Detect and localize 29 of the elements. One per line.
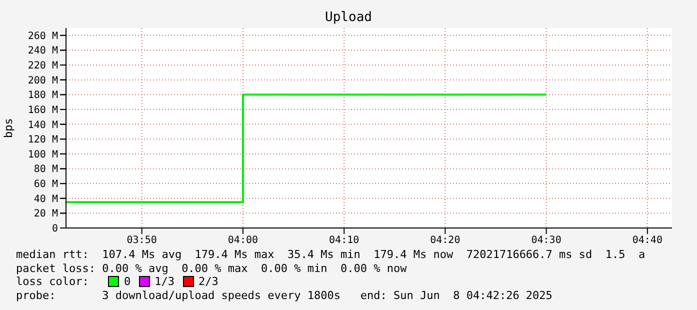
y-tick-label: 200 M (28, 75, 58, 86)
chart-title: Upload (324, 10, 373, 25)
y-tick-label: 80 M (34, 164, 58, 176)
y-tick-label: 100 M (28, 149, 58, 160)
y-tick-label: 180 M (28, 90, 58, 102)
text: loss color: (16, 275, 90, 288)
text: packet loss: 0.00 % avg 0.00 % max 0.00 % min 0.00 % now (16, 262, 408, 275)
text: 2/3 (198, 275, 218, 288)
y-axis-title: bps (2, 118, 15, 138)
x-tick-label: 04:00 (228, 235, 258, 246)
x-tick-label: 04:10 (329, 235, 360, 246)
text: 1/3 (154, 275, 174, 288)
y-tick-label: 220 M (28, 60, 58, 72)
y-tick-label: 60 M (34, 179, 58, 190)
y-tick-label: 20 M (34, 208, 58, 220)
text: median rtt: 107.4 Ms avg 179.4 Ms max 35.4 Ms min 179.4 Ms now 72021716666.7 ms sd 1.5 a (16, 248, 646, 262)
y-tick-label: 140 M (28, 120, 58, 131)
x-tick-label: 04:40 (632, 235, 662, 246)
y-tick-label: 40 M (34, 194, 58, 205)
text: 0 (123, 275, 131, 288)
y-tick-label: 240 M (28, 46, 58, 57)
x-tick-label: 04:20 (430, 235, 460, 246)
y-tick-label: 160 M (28, 104, 58, 116)
x-tick-label: 04:30 (531, 235, 562, 246)
y-tick-label: 0 (52, 224, 58, 234)
y-tick-label: 120 M (28, 134, 58, 146)
y-tick-label: 260 M (28, 30, 58, 42)
text: probe: 3 download/upload speeds every 1800s end: Sun Jun 8 04:42:26 2025 (16, 288, 554, 302)
x-tick-label: 03:50 (126, 235, 157, 246)
